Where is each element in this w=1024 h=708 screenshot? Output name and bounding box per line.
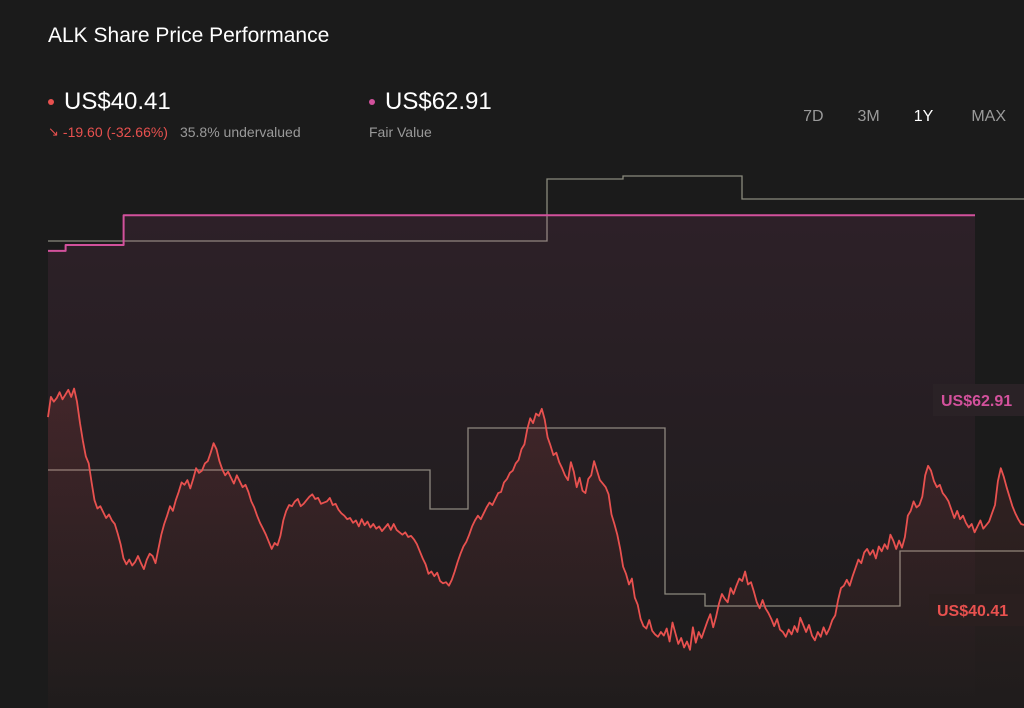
period-tabs: 7D 3M 1Y MAX	[803, 106, 1006, 128]
valuation-text: 35.8% undervalued	[179, 124, 301, 140]
price-change-row: ↘ -19.60 (-32.66%) 35.8% undervalued	[48, 124, 301, 140]
tab-7d[interactable]: 7D	[803, 108, 824, 125]
fair-value-dot	[369, 99, 375, 105]
share-price-end-tag: US$40.41	[929, 594, 1024, 626]
share-price-line	[47, 387, 1024, 651]
share-price-end-label: US$40.41	[937, 603, 1008, 620]
share-price-area	[48, 388, 1024, 708]
fair-value-line	[48, 214, 975, 252]
tab-max[interactable]: MAX	[971, 108, 1006, 125]
fair-value-summary: US$62.91 Fair Value	[369, 88, 492, 140]
tab-1y[interactable]: 1Y	[913, 108, 934, 125]
share-price-row: US$40.41	[48, 88, 301, 116]
share-price-series	[47, 387, 1024, 708]
arrow-down-right-icon: ↘	[48, 124, 59, 139]
fair-value-row: US$62.91	[369, 88, 492, 116]
page-title: ALK Share Price Performance	[48, 24, 330, 47]
share-price-value: US$40.41	[64, 88, 171, 115]
fair-value-end-tag: US$62.91	[933, 384, 1024, 416]
fair-value-label: Fair Value	[369, 124, 432, 140]
share-price-dot	[48, 99, 54, 105]
tab-3m[interactable]: 3M	[857, 108, 880, 125]
share-price-summary: US$40.41 ↘ -19.60 (-32.66%) 35.8% underv…	[48, 88, 301, 140]
fair-value-value: US$62.91	[385, 88, 492, 115]
fair-value-end-label: US$62.91	[941, 393, 1012, 410]
price-change: -19.60 (-32.66%)	[62, 124, 168, 140]
